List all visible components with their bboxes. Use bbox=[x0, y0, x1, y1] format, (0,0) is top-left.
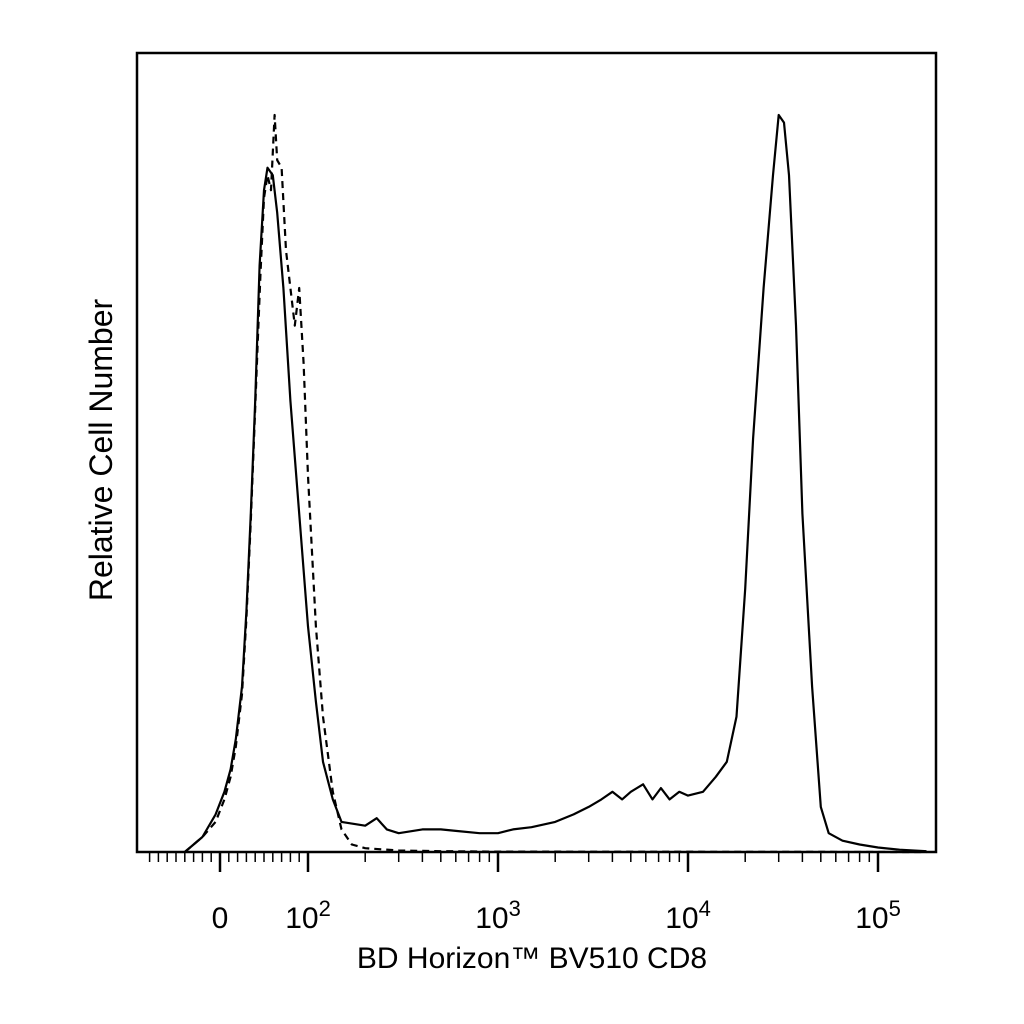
x-axis-label: BD Horizon™ BV510 CD8 bbox=[357, 942, 707, 975]
plot-frame bbox=[135, 51, 938, 854]
x-tick-label: 104 bbox=[665, 896, 711, 935]
x-tick-labels: 0 102 103 104 105 bbox=[212, 896, 901, 935]
series-layer bbox=[184, 113, 927, 854]
series-solid-line bbox=[184, 113, 927, 853]
x-tick-label: 102 bbox=[285, 896, 331, 935]
x-ticks bbox=[148, 852, 880, 872]
series-dashed-line bbox=[184, 113, 927, 854]
y-axis-label: Relative Cell Number bbox=[83, 298, 119, 601]
x-tick-label: 103 bbox=[475, 896, 521, 935]
x-tick-label: 0 bbox=[212, 902, 229, 935]
x-tick-label: 105 bbox=[855, 896, 901, 935]
